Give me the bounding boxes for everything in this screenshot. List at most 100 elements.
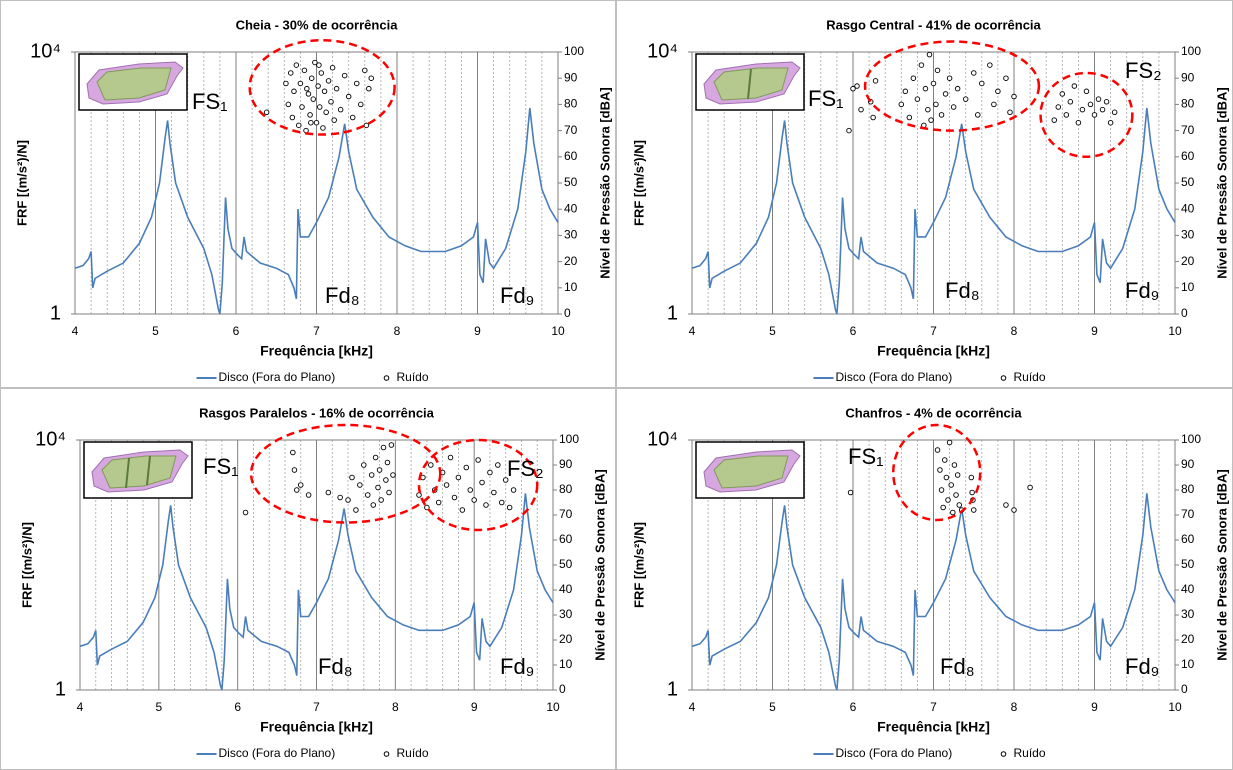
noise-point [363,122,370,129]
panel: Rasgos Paralelos - 16% de ocorrência 4 5 6 7… [0,388,616,770]
legend-label: Disco (Fora do Plano) [219,746,336,760]
noise-point [948,482,954,488]
noise-point [975,112,981,118]
noise-point [930,80,937,87]
y2-tick-label: 10 [559,657,573,671]
noise-point [953,492,959,498]
legend-label: Disco (Fora do Plano) [219,370,336,384]
noise-point [872,78,879,84]
noise-point [938,487,945,493]
noise-point [1095,96,1102,102]
noise-point [1003,75,1009,81]
noise-point [447,454,454,461]
noise-point [1091,112,1098,118]
noise-point [368,75,374,81]
y2-tick-label: 30 [1181,228,1195,242]
noise-point [307,112,313,118]
y2-tick-label: 20 [1181,254,1195,268]
chart-title: Rasgos Paralelos - 16% de ocorrência [199,405,435,420]
noise-point [345,497,351,503]
y2-tick-label: 50 [564,175,578,189]
noise-point [301,67,308,74]
annotation: FS₁ [848,444,884,469]
y2-axis-label: Nível de Pressão Sonora [dBA] [597,87,612,278]
y2-tick-label: 70 [559,507,573,521]
noise-point [304,85,310,92]
noise-point [483,502,489,508]
noise-point [386,489,392,496]
y2-tick-label: 60 [1181,149,1195,163]
y2-tick-label: 90 [559,457,573,471]
noise-point [378,497,384,503]
noise-point [479,479,485,486]
noise-point [316,62,322,68]
x-tick-label: 10 [551,324,565,338]
noise-point [358,101,364,108]
noise-point [1071,83,1078,89]
noise-point [968,474,975,481]
y-tick-label: 1 [55,678,66,700]
legend-swatch [1000,375,1007,381]
noise-point [305,492,312,498]
y-axis-label: FRF [(m/s²)/N] [19,522,34,608]
x-axis-label: Frequência [kHz] [877,343,990,359]
x-tick-label: 8 [1011,324,1018,338]
noise-point [361,462,367,468]
annotation: Fd₉ [1125,654,1159,679]
panel: Cheia - 30% de ocorrência 4 5 6 7 8 9 10 1 10⁴ 0 10… [0,0,616,388]
x-axis-label: Frequência [kHz] [260,343,373,359]
noise-point [934,67,941,74]
y2-tick-label: 50 [1181,557,1195,571]
pad-friction [713,455,789,489]
noise-point [995,88,1001,95]
annotation: Fd₈ [945,278,980,303]
noise-point [349,114,356,121]
noise-point [933,101,939,108]
noise-point [380,444,387,451]
x-tick-label: 8 [1011,700,1018,714]
noise-point [331,117,337,123]
noise-point [283,80,289,87]
noise-point [969,489,975,496]
y2-tick-label: 40 [559,582,573,596]
noise-point [297,482,304,488]
noise-point [902,88,909,95]
annotation: Fd₉ [500,654,534,679]
noise-point [315,83,321,89]
y2-tick-label: 0 [564,306,571,320]
legend-label: Ruído [397,370,429,384]
y2-tick-label: 70 [564,123,578,137]
noise-point [242,509,249,516]
y2-axis-label: Nível de Pressão Sonora [dBA] [1214,87,1229,278]
y2-tick-label: 30 [559,607,573,621]
noise-point [943,474,950,481]
x-tick-label: 7 [930,324,937,338]
y2-tick-label: 50 [1181,175,1195,189]
noise-point [305,91,312,97]
noise-point [263,109,270,116]
noise-point [906,114,913,121]
noise-point [471,497,477,503]
noise-point [321,88,328,95]
noise-point [291,88,297,95]
frf-line [79,493,554,691]
y-axis-label: FRF [(m/s²)/N] [14,140,29,226]
highlight-ellipse [863,40,1041,132]
y2-tick-label: 100 [1181,44,1201,58]
y2-tick-label: 90 [1181,457,1195,471]
y-tick-label: 10⁴ [30,40,61,62]
noise-point [325,78,332,84]
annotation: FS₂ [507,456,544,481]
noise-point [416,492,422,498]
noise-point [1067,99,1074,105]
noise-point [318,70,325,76]
noise-point [375,484,381,491]
noise-point [1011,507,1017,513]
noise-point [1075,119,1082,126]
legend-label: Ruído [1014,746,1046,760]
noise-point [942,91,949,97]
noise-point [971,70,977,76]
annotation: Fd₉ [500,283,534,308]
